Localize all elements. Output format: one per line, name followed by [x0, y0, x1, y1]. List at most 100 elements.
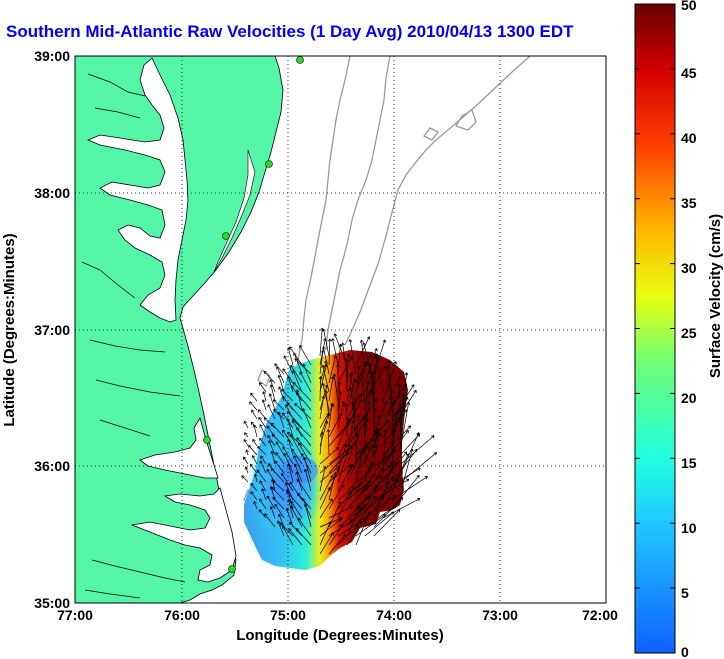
current-vector	[360, 375, 366, 411]
radar-station	[296, 56, 304, 64]
current-vector	[288, 528, 303, 546]
current-vector	[277, 411, 285, 429]
current-vector	[328, 500, 342, 528]
plot-frame	[74, 55, 607, 604]
current-vector	[296, 427, 312, 447]
current-vector	[279, 522, 294, 537]
colorbar-tick-label: 30	[681, 260, 697, 276]
current-vector	[259, 424, 267, 438]
current-vector	[286, 418, 294, 438]
current-vector	[290, 505, 303, 528]
current-vector	[276, 366, 285, 384]
current-vector	[269, 384, 276, 402]
current-vector	[337, 444, 348, 474]
current-vectors	[241, 327, 437, 555]
lat-tick: 38:00	[34, 185, 70, 201]
colorbar-tick-label: 5	[681, 585, 689, 601]
current-vector	[295, 471, 303, 492]
current-vector	[373, 428, 382, 465]
radar-station	[265, 160, 273, 168]
current-vector	[346, 393, 362, 420]
current-vector	[346, 517, 366, 546]
current-vector	[270, 450, 276, 465]
current-vector	[248, 444, 258, 456]
current-vector	[290, 364, 303, 384]
current-vector	[364, 476, 395, 501]
current-vector	[346, 399, 363, 429]
current-vector	[249, 401, 258, 411]
current-vector	[272, 399, 285, 411]
current-vector	[400, 448, 414, 492]
current-vector	[245, 449, 249, 456]
lat-tick-labels: 39:00 38:00 37:00 36:00 35:00	[34, 48, 70, 611]
current-vector	[293, 463, 303, 483]
current-vector	[337, 391, 343, 420]
current-vector	[373, 408, 377, 447]
current-vector	[344, 358, 348, 393]
current-vector	[382, 361, 397, 402]
lat-tick: 39:00	[34, 48, 70, 64]
current-vector	[292, 370, 303, 393]
current-vector	[349, 373, 357, 411]
current-vector	[337, 418, 351, 447]
current-vector	[398, 409, 402, 456]
current-vector	[355, 462, 374, 492]
lat-tick: 36:00	[34, 458, 70, 474]
current-vector	[273, 408, 285, 420]
current-vector	[362, 342, 375, 384]
current-vector	[292, 382, 312, 402]
current-vector	[297, 517, 312, 537]
current-vector	[289, 433, 303, 456]
current-vector	[275, 452, 285, 465]
current-vector	[337, 486, 356, 510]
lat-tick: 35:00	[34, 595, 70, 611]
colorbar-tick-label: 40	[681, 130, 697, 146]
current-vector	[276, 520, 285, 537]
current-vector	[302, 408, 312, 429]
current-vector	[328, 484, 345, 510]
current-vector	[278, 513, 285, 528]
current-vector	[337, 382, 342, 411]
radar-station	[222, 232, 230, 240]
current-vector	[337, 400, 346, 429]
current-vector	[346, 507, 361, 537]
current-vector	[382, 374, 402, 411]
current-vector	[283, 453, 294, 474]
current-vector	[251, 455, 258, 465]
current-vector	[400, 435, 435, 465]
lon-tick: 74:00	[376, 607, 412, 623]
current-vector	[346, 379, 357, 411]
radar-station	[228, 565, 236, 573]
current-vector	[269, 506, 276, 519]
current-vector	[328, 472, 337, 501]
grid-lines	[75, 56, 606, 603]
chesapeake-bay	[86, 57, 189, 323]
current-vector	[267, 435, 276, 447]
current-vector	[346, 353, 351, 384]
current-vector	[259, 498, 267, 510]
current-vector	[299, 344, 312, 366]
lon-tick: 72:00	[582, 607, 618, 623]
current-vector	[252, 438, 258, 447]
current-vector	[293, 455, 303, 474]
current-vector	[290, 500, 303, 519]
current-vector	[293, 352, 303, 375]
colorbar-tick-label: 20	[681, 390, 697, 406]
current-vector	[263, 417, 276, 429]
current-vector	[266, 425, 276, 438]
current-vector	[328, 524, 344, 546]
current-vector	[328, 534, 347, 555]
current-vector	[243, 439, 249, 447]
current-vector	[355, 447, 365, 483]
current-vector	[266, 468, 276, 483]
colorbar-label: Surface Velocity (cm/s)	[707, 214, 724, 378]
current-vector	[400, 452, 437, 483]
colorbar-tick-label: 45	[681, 65, 697, 81]
x-axis-label: Longitude (Degrees:Minutes)	[236, 627, 444, 644]
current-vector	[282, 446, 294, 465]
current-vector	[244, 432, 249, 438]
current-vector	[253, 473, 258, 483]
current-vector	[250, 483, 258, 492]
lon-tick: 77:00	[57, 607, 93, 623]
current-vector	[282, 525, 294, 546]
